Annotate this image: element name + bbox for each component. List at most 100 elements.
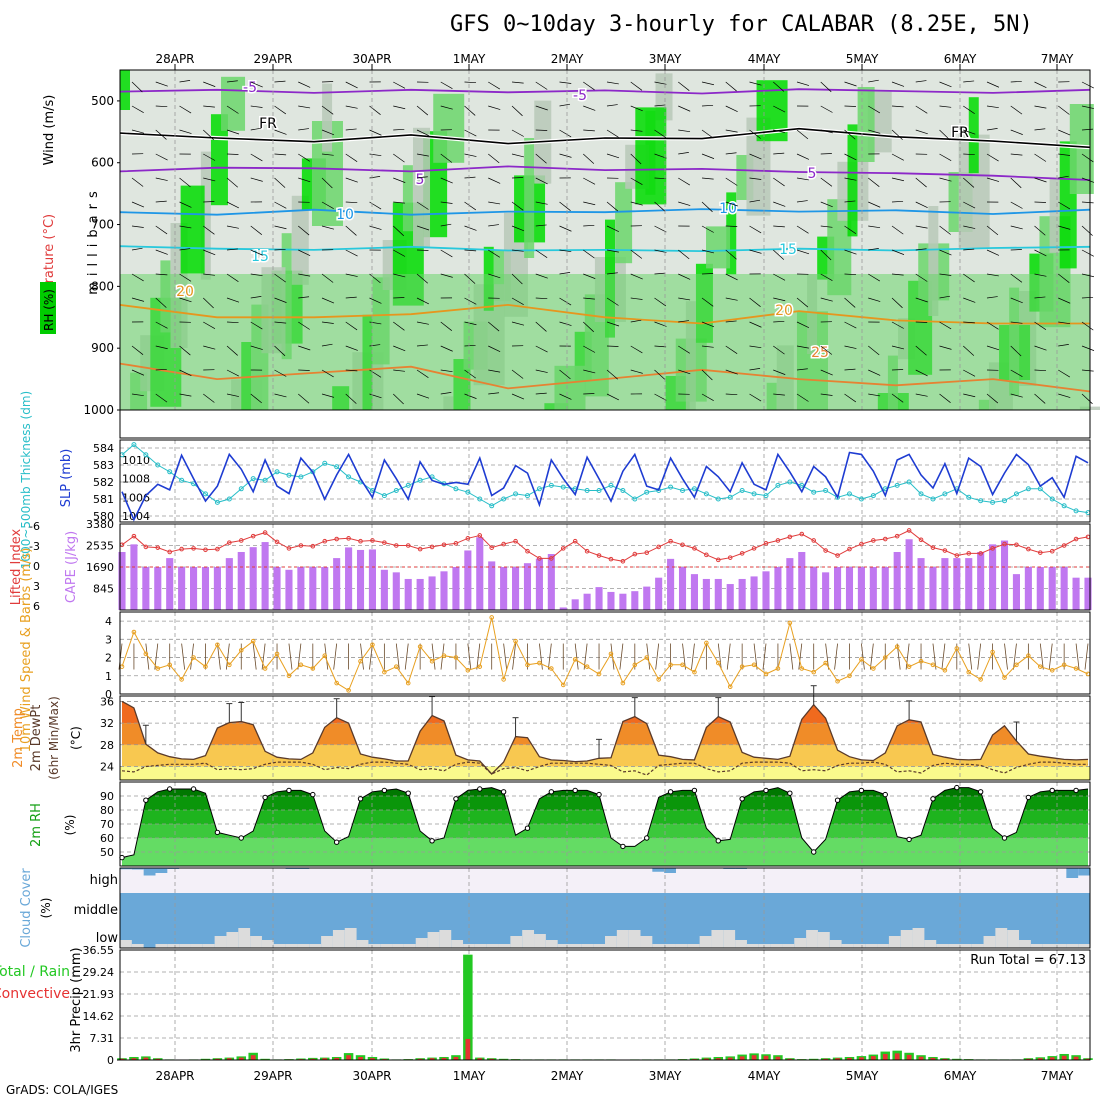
wind-barb <box>416 129 430 136</box>
wind-barb <box>131 201 145 208</box>
wind-barb <box>630 153 642 165</box>
wind-barb <box>488 392 500 395</box>
wind-barb <box>963 345 975 356</box>
wind-barb <box>203 321 216 330</box>
wind10m-point <box>775 666 781 671</box>
thickness-point <box>942 491 948 497</box>
wind-barb <box>1058 129 1071 136</box>
temp-tick-label: 36 <box>100 695 114 708</box>
thickness-point <box>131 442 137 448</box>
wind-barb-10m <box>682 643 686 670</box>
wind-barb <box>1058 175 1069 179</box>
wind-barb <box>820 369 833 376</box>
wind-barb <box>226 345 238 356</box>
temp-tick-label: 32 <box>100 717 114 730</box>
wind-barb <box>939 345 952 350</box>
convective-bar <box>1073 1056 1079 1060</box>
thickness-point <box>1025 486 1031 492</box>
wind10m-point <box>715 660 721 666</box>
wind-barb <box>179 201 192 208</box>
ylabel-dewpt: 2m DewPt <box>29 705 44 772</box>
wind-barb <box>606 249 619 253</box>
wind-barb-10m <box>574 643 579 670</box>
wind-barb <box>820 345 833 355</box>
wind-barb <box>1081 393 1093 405</box>
wind-barb-10m <box>619 643 624 670</box>
wind10m-point <box>250 638 256 644</box>
temp2m-line <box>121 700 1089 775</box>
wind-barb <box>416 176 428 179</box>
wind-barb <box>1034 128 1046 131</box>
wind-barb <box>1058 369 1071 378</box>
wind-barb <box>701 393 714 402</box>
wind-barb <box>274 201 287 209</box>
wind-barb <box>393 153 405 163</box>
pressure-tick-label: 500 <box>91 94 114 108</box>
wind10m-point <box>990 649 995 655</box>
wind-barb <box>250 273 263 277</box>
thickness-tick-label: 582 <box>93 476 114 489</box>
wind-barb <box>345 345 358 351</box>
wind10m-point <box>871 666 876 671</box>
run-total-label: Run Total = 67.13 <box>970 953 1086 968</box>
wind-barb <box>416 225 430 231</box>
wind-barb <box>939 81 952 88</box>
isotherm-25 <box>119 362 1091 393</box>
wind10m-point <box>966 669 972 675</box>
cape-bar <box>273 567 281 610</box>
wind-barb <box>298 393 310 404</box>
rh2m-point <box>381 787 388 794</box>
thickness-point <box>596 488 602 493</box>
li-point <box>382 540 387 545</box>
cloud-low-bar <box>746 944 759 948</box>
cape-bar <box>368 549 376 610</box>
thickness-point <box>811 489 817 495</box>
wind10m-point <box>322 653 328 659</box>
wind-barb <box>701 321 715 328</box>
thickness-point <box>226 496 232 502</box>
cloud-low-bar <box>711 930 724 948</box>
wind-barb <box>1010 105 1023 115</box>
slp-line <box>121 451 1089 522</box>
wind-barb <box>939 321 952 330</box>
wind-barb <box>1010 225 1023 230</box>
wind-barb <box>511 81 524 84</box>
cape-bar <box>1048 567 1056 610</box>
cloud-low-bar <box>1054 944 1067 948</box>
rh-shading <box>524 138 535 258</box>
wind-barb <box>250 127 262 131</box>
rh2m-point <box>834 797 841 803</box>
wind10m-point <box>978 677 983 682</box>
wind-barb <box>535 81 548 90</box>
pressure-tick-label: 900 <box>91 341 114 355</box>
isotherm--5 <box>119 88 1091 95</box>
cape-bar <box>583 593 591 610</box>
wind-barb <box>963 297 976 303</box>
wind-barb <box>298 273 311 277</box>
wind-barb <box>915 369 928 377</box>
wind-barb <box>773 225 785 228</box>
day-label-top: 30APR <box>352 52 391 66</box>
wind-tick-label: 0 <box>105 688 112 701</box>
cape-bar <box>881 567 889 610</box>
li-point <box>584 548 590 554</box>
li-point <box>525 548 530 554</box>
wind-barb <box>298 105 311 109</box>
convective-bar <box>1085 1058 1091 1060</box>
rh2m-point <box>739 796 745 802</box>
wind10m-point <box>453 655 459 660</box>
cloud-low-bar <box>735 940 747 948</box>
wind-barb <box>654 81 667 85</box>
wind-barb <box>820 105 833 113</box>
wind-barb-10m <box>726 643 731 670</box>
wind-barb-10m <box>825 643 830 670</box>
wind-tick-label: 2 <box>105 652 112 665</box>
cape-bar <box>655 577 663 610</box>
wind-barb <box>345 201 358 204</box>
wind-barb <box>1010 177 1022 189</box>
wind10m-point <box>799 666 805 671</box>
cape-bar <box>965 558 973 610</box>
wind-barb-10m <box>261 643 266 670</box>
li-point <box>799 531 805 537</box>
wind-barb <box>369 129 382 136</box>
